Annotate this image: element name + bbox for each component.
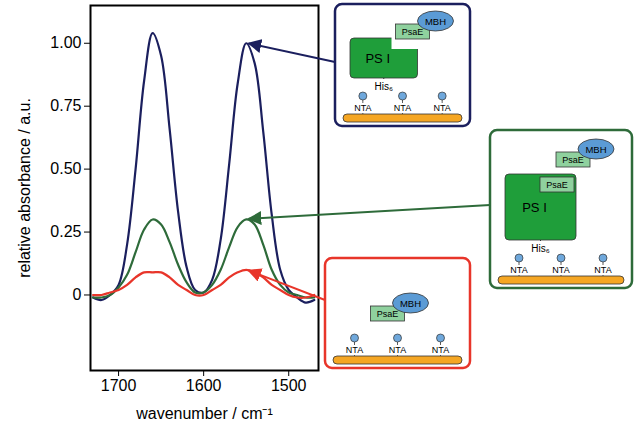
svg-text:PsaE: PsaE bbox=[402, 27, 424, 37]
svg-text:MBH: MBH bbox=[400, 298, 421, 309]
svg-text:PS I: PS I bbox=[365, 51, 390, 66]
svg-text:His₆: His₆ bbox=[375, 81, 393, 92]
svg-text:0.75: 0.75 bbox=[50, 97, 81, 114]
svg-text:wavenumber / cm⁻¹: wavenumber / cm⁻¹ bbox=[135, 405, 273, 422]
svg-text:1700: 1700 bbox=[101, 377, 137, 394]
svg-text:1500: 1500 bbox=[271, 377, 307, 394]
svg-text:NTA: NTA bbox=[354, 103, 371, 113]
svg-text:PS I: PS I bbox=[522, 200, 547, 215]
svg-text:0.50: 0.50 bbox=[50, 160, 81, 177]
svg-text:1600: 1600 bbox=[186, 377, 222, 394]
svg-text:NTA: NTA bbox=[389, 345, 406, 355]
svg-text:NTA: NTA bbox=[594, 265, 611, 275]
svg-text:NTA: NTA bbox=[432, 345, 449, 355]
svg-text:NTA: NTA bbox=[346, 345, 363, 355]
svg-text:relative absorbance / a.u.: relative absorbance / a.u. bbox=[16, 98, 33, 278]
svg-text:MBH: MBH bbox=[585, 144, 606, 155]
svg-text:PsaE: PsaE bbox=[562, 155, 584, 165]
svg-text:NTA: NTA bbox=[394, 103, 411, 113]
svg-text:NTA: NTA bbox=[510, 265, 527, 275]
svg-text:PsaE: PsaE bbox=[377, 309, 399, 319]
svg-text:0.25: 0.25 bbox=[50, 223, 81, 240]
svg-text:NTA: NTA bbox=[433, 103, 450, 113]
svg-text:His₆: His₆ bbox=[531, 243, 549, 254]
svg-text:1.00: 1.00 bbox=[50, 34, 81, 51]
svg-text:MBH: MBH bbox=[425, 16, 446, 27]
svg-text:0: 0 bbox=[73, 286, 82, 303]
svg-text:PsaE: PsaE bbox=[546, 180, 568, 190]
svg-text:NTA: NTA bbox=[552, 265, 569, 275]
